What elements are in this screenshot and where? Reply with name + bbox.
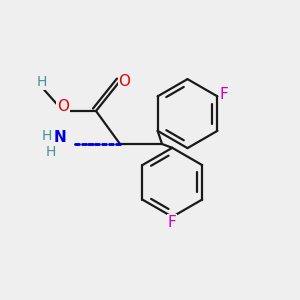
Text: F: F [168, 215, 177, 230]
Text: O: O [57, 99, 69, 114]
Text: H: H [46, 145, 56, 158]
Text: H: H [37, 76, 47, 89]
Text: O: O [118, 74, 130, 88]
Text: N: N [54, 130, 66, 146]
Text: H: H [41, 130, 52, 143]
Text: F: F [220, 87, 228, 102]
